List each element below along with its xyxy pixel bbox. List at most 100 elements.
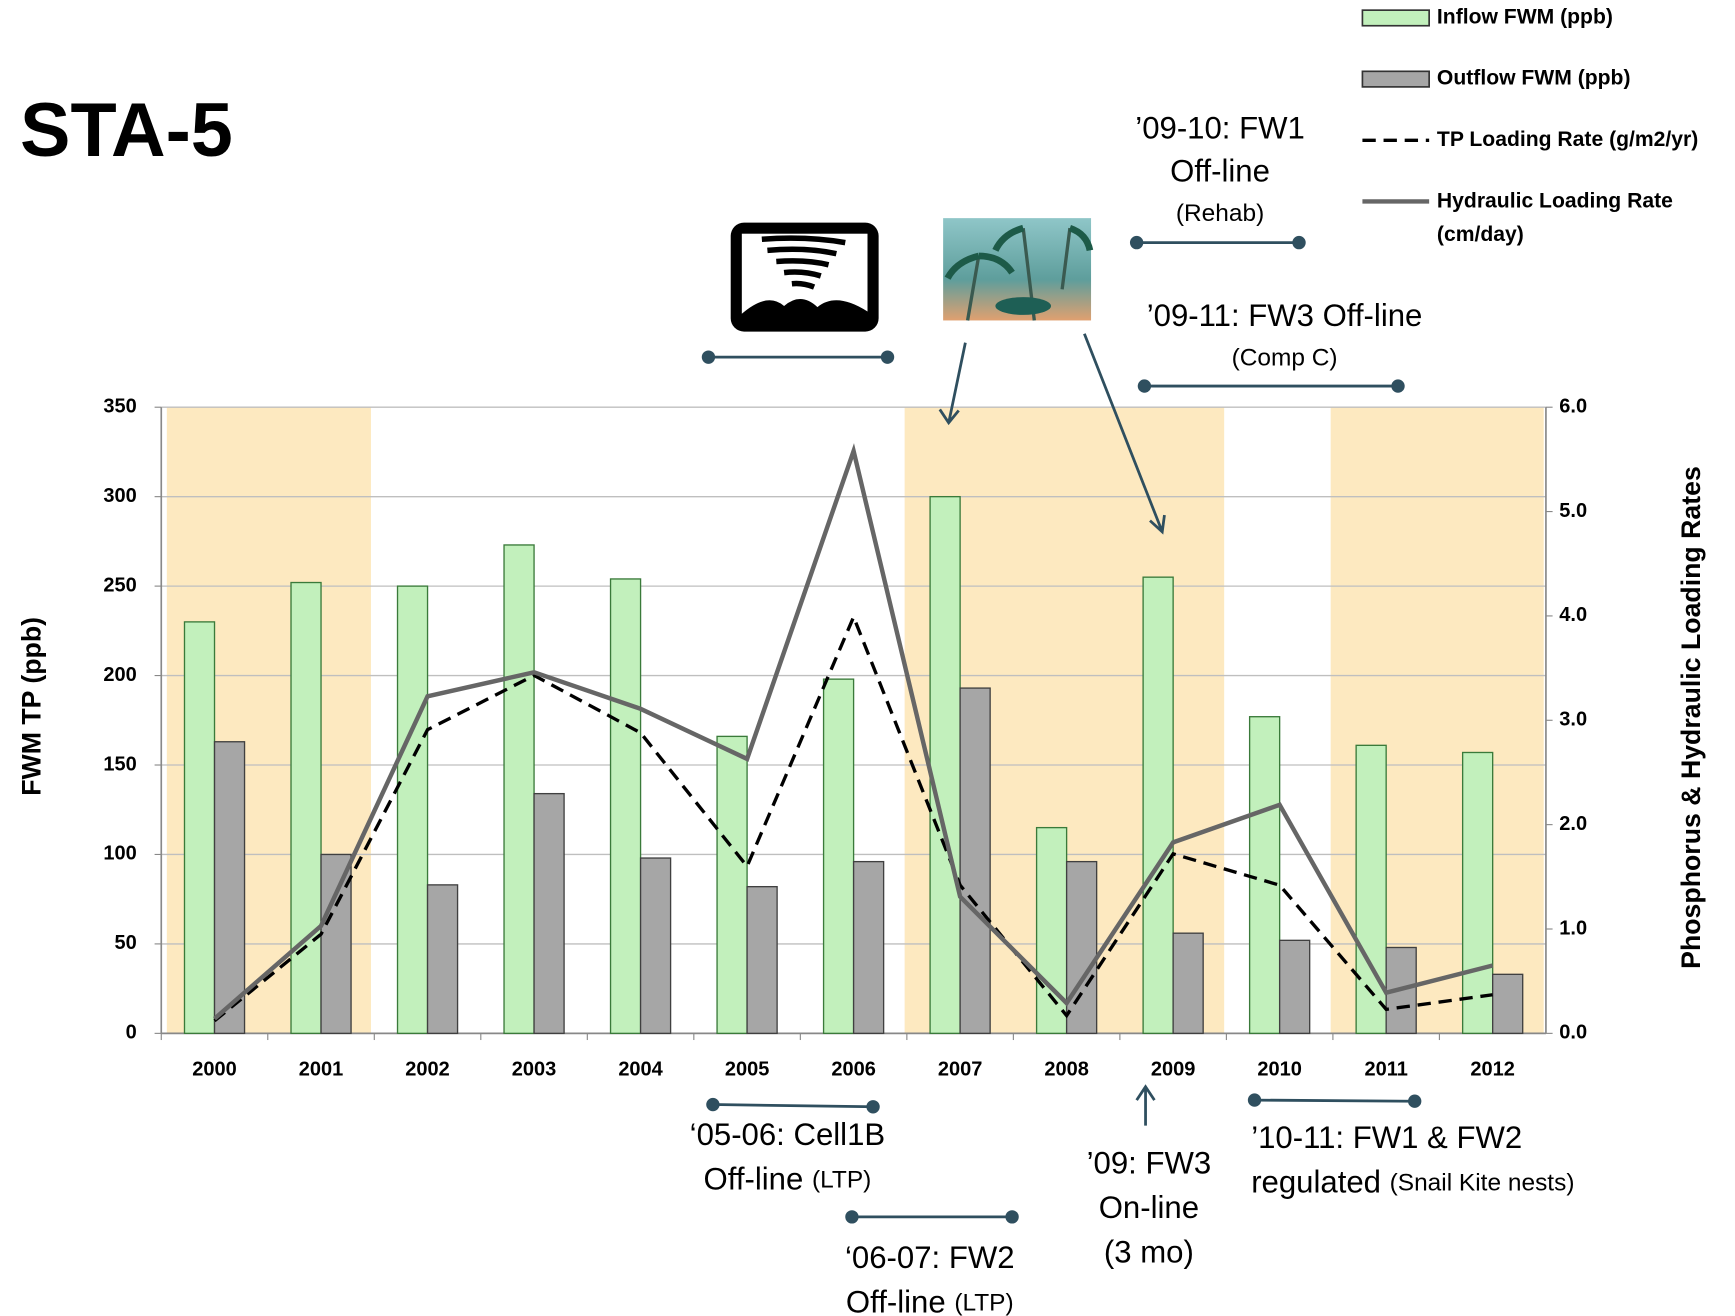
bar (852, 860, 885, 1035)
bar (503, 544, 535, 1035)
annotation-part: (LTP) (954, 1290, 1013, 1316)
annotation-part: (Snail Kite nests) (1390, 1170, 1575, 1197)
timeline-end (1292, 235, 1306, 250)
x-tick-label: 2004 (618, 1058, 663, 1080)
bar (1035, 826, 1068, 1035)
annotation: ’09-10: FW1 (1135, 110, 1305, 145)
timeline-end (701, 350, 716, 364)
annotation: Off-line (1170, 154, 1270, 189)
timeline-end (1391, 379, 1405, 393)
y2-tick-label: 3.0 (1559, 709, 1587, 731)
y2-tick-label: 2.0 (1559, 813, 1587, 835)
annotation-part: Off-line (1170, 154, 1270, 189)
annotation-part: ’09-11: FW3 Off-line (1147, 298, 1423, 333)
annotation: (3 mo) (1104, 1235, 1194, 1270)
annotation: Off-line (LTP) (704, 1161, 872, 1196)
annotation-part: ’10-11: FW1 & FW2 (1251, 1120, 1522, 1155)
x-tick-label: 2001 (299, 1058, 344, 1080)
x-tick-label: 2011 (1364, 1058, 1407, 1080)
y2-tick-label: 6.0 (1559, 395, 1587, 417)
x-tick-label: 2010 (1257, 1058, 1301, 1080)
y-axis-label: FWM TP (ppb) (16, 617, 46, 796)
annotation: regulated (Snail Kite nests) (1251, 1165, 1574, 1200)
timeline-end (706, 1097, 720, 1112)
arrows (938, 333, 1166, 1126)
y2-tick-label: 1.0 (1559, 917, 1587, 939)
y-tick-label: 150 (103, 753, 136, 775)
y-tick-label: 100 (103, 843, 136, 865)
annotation-part: ‘06-07: FW2 (845, 1240, 1015, 1275)
y-tick-label: 200 (103, 664, 136, 686)
bar (822, 678, 855, 1035)
hurricane-image (943, 218, 1094, 321)
x-tick-label: 2003 (512, 1058, 557, 1080)
x-tick-label: 2012 (1470, 1058, 1514, 1080)
bar (533, 792, 565, 1035)
annotation-part: On-line (1099, 1190, 1199, 1225)
timeline-end (845, 1210, 859, 1224)
legend-label: Outflow FWM (ppb) (1437, 67, 1631, 90)
line-series (213, 443, 1494, 1021)
x-tick-label: 2006 (831, 1058, 876, 1080)
annotation: ’10-11: FW1 & FW2 (1251, 1120, 1522, 1155)
timeline-end (1408, 1094, 1422, 1108)
legend-swatch (1361, 70, 1430, 88)
x-tick-label: 2007 (938, 1058, 983, 1080)
bar (426, 884, 459, 1035)
bar (716, 735, 748, 1035)
annotation: ‘05-06: Cell1B (690, 1117, 886, 1152)
bar (1461, 751, 1494, 1035)
legend-swatch (1361, 9, 1430, 27)
timeline-end (880, 350, 895, 364)
annotation: ’09-11: FW3 Off-line (1147, 298, 1423, 333)
legend-label: TP Loading Rate (g/m2/yr) (1437, 128, 1698, 151)
annotation: (Comp C) (1232, 345, 1338, 372)
x-tick-label: 2009 (1151, 1058, 1195, 1080)
bar (396, 585, 429, 1035)
annotation-part: Off-line (846, 1285, 954, 1316)
timeline-end (1137, 379, 1152, 393)
timeline-end (1005, 1210, 1019, 1224)
x-tick-label: 2000 (192, 1058, 236, 1080)
line-series (213, 612, 1493, 1023)
bar (290, 581, 322, 1035)
bar (1142, 576, 1174, 1035)
y-tick-label: 300 (103, 485, 136, 507)
x-tick-label: 2002 (405, 1058, 450, 1080)
legend-label: Hydraulic Loading Rate (cm/day) (1437, 189, 1673, 245)
y2-tick-label: 5.0 (1559, 500, 1587, 522)
bar (746, 885, 778, 1035)
annotation: ’09: FW3 (1087, 1146, 1212, 1181)
chart-title: STA-5 (20, 89, 233, 173)
timelines (701, 235, 1422, 1224)
y2-tick-label: 4.0 (1559, 604, 1587, 626)
y-tick-label: 50 (115, 932, 137, 954)
annotation-part: regulated (1251, 1165, 1389, 1200)
y2-tick-label: 0.0 (1559, 1022, 1587, 1044)
bar (183, 621, 216, 1035)
bar (1065, 860, 1098, 1035)
annotation-part: (3 mo) (1104, 1235, 1194, 1270)
x-tick-label: 2008 (1044, 1058, 1089, 1080)
annotation-part: ’09: FW3 (1087, 1146, 1212, 1181)
annotation-part: (Comp C) (1232, 345, 1338, 372)
annotation: On-line (1099, 1190, 1199, 1225)
timeline (712, 1103, 874, 1109)
annotation-part: Off-line (704, 1161, 812, 1196)
annotation-part: ‘05-06: Cell1B (690, 1117, 886, 1152)
x-tick-label: 2005 (725, 1058, 770, 1080)
bar (959, 687, 991, 1035)
y-tick-label: 250 (103, 574, 136, 596)
bar (1492, 973, 1524, 1035)
annotation: ‘06-07: FW2 (845, 1240, 1015, 1275)
timeline-end (866, 1100, 880, 1114)
bar (1248, 716, 1281, 1035)
bar (1278, 939, 1311, 1035)
annotation-part: (Rehab) (1176, 200, 1264, 227)
timeline-end (1129, 235, 1144, 250)
y-tick-label: 0 (126, 1022, 137, 1044)
bar (929, 495, 961, 1035)
annotation-part: ’09-10: FW1 (1135, 110, 1305, 145)
